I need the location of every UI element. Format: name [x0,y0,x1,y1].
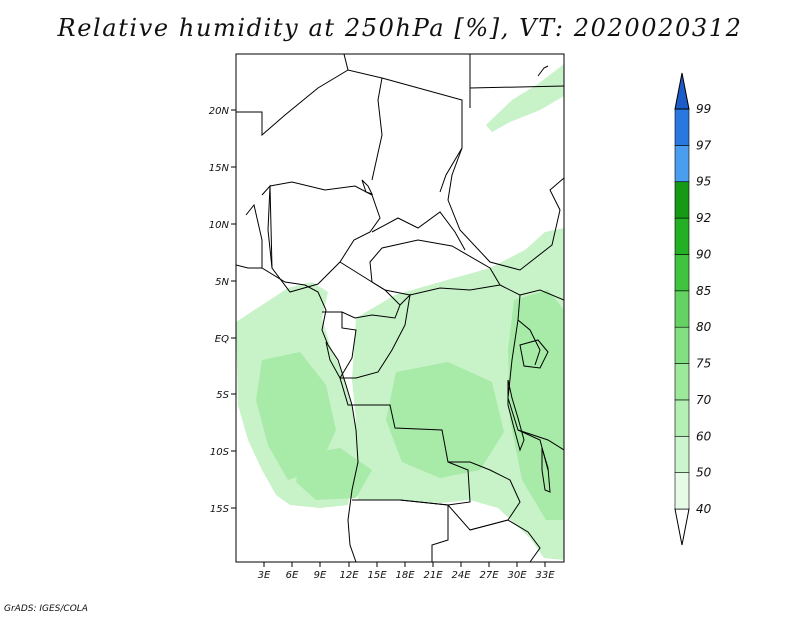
colorbar-level-label: 75 [696,357,711,371]
colorbar-level-label: 92 [696,211,711,225]
latitude-ticks: 20N 15N 10N 5N EQ 5S 10S 15S [209,106,236,515]
colorbar-band [674,181,690,219]
border-algeria-libya [343,54,349,71]
colorbar-band [674,326,690,364]
border-nigeria [267,181,381,293]
colorbar-band [674,254,690,292]
longitude-ticks: 3E 6E 9E 12E 15E 18E 21E 24E 27E 30E 33E [258,562,555,581]
border-tanzania [517,429,564,451]
lon-tick-label: 18E [395,570,415,581]
border-drc-east [499,284,549,471]
lat-tick-label: 15N [209,163,230,174]
colorbar-lower-triangle [674,508,690,546]
lon-tick-label: 3E [258,570,271,581]
lon-tick-label: 6E [286,570,299,581]
lat-tick-label: 15S [210,504,230,515]
colorbar-level-label: 40 [696,502,712,516]
lon-tick-label: 30E [507,570,527,581]
border-gabon-congo [322,311,357,379]
colorbar: 40 50 60 70 75 80 85 90 92 95 97 99 [674,72,712,546]
humidity-shading [236,64,564,560]
border-namibia-botswana [352,499,449,562]
border-benin [261,184,273,269]
colorbar-level-label: 85 [696,284,711,298]
lat-tick-label: EQ [215,334,229,345]
colorbar-level-label: 70 [696,393,712,407]
colorbar-level-label: 97 [696,138,712,152]
coastline [236,65,551,562]
lat-tick-label: 10N [209,220,230,231]
map-title: Relative humidity at 250hPa [%], VT: 202… [57,14,743,42]
lake-malawi [541,447,551,493]
humidity-region-north [486,64,564,132]
lat-tick-label: 5N [215,277,229,288]
country-borders [236,54,564,562]
lat-tick-label: 20N [209,106,230,117]
humidity-core-2 [386,362,504,478]
lat-tick-label: 10S [210,447,230,458]
colorbar-band [674,399,690,437]
border-congo-drc [340,293,411,379]
colorbar-band [674,363,690,401]
colorbar-band [674,435,690,473]
border-egypt-sudan [469,85,564,89]
lon-tick-label: 27E [479,570,499,581]
colorbar-band [674,472,690,510]
colorbar-level-label: 99 [696,102,711,116]
border-chad-south [371,211,466,251]
colorbar-band [674,217,690,255]
lon-tick-label: 15E [367,570,387,581]
lake-tanganyika [507,379,525,452]
colorbar-level-label: 80 [696,320,712,334]
lon-tick-label: 21E [423,570,443,581]
border-zimbabwe [469,519,541,562]
lat-tick-label: 5S [216,390,229,401]
lon-tick-label: 33E [535,570,555,581]
border-sudan-ethiopia [447,147,564,271]
lon-tick-label: 9E [314,570,327,581]
lake-chad [361,179,373,195]
humidity-core-1 [256,352,336,480]
humidity-core-3 [508,290,564,520]
colorbar-level-label: 90 [696,247,712,261]
red-sea-coast [537,65,549,77]
colorbar-level-label: 95 [696,175,711,189]
plot-frame [235,53,565,563]
border-niger-chad [381,77,463,193]
colorbar-level-label: 60 [696,429,712,443]
coastline-west-africa [236,264,359,562]
colorbar-band [674,290,690,328]
border-uganda-rwanda [517,319,541,366]
border-ghana-togo [245,203,263,268]
border-cameroon [322,261,401,319]
lon-tick-label: 12E [339,570,359,581]
border-kenya [519,289,564,301]
lake-victoria [519,339,549,369]
colorbar-band [674,108,690,146]
colorbar-level-label: 50 [696,466,712,480]
border-algeria-mali-niger [236,69,383,181]
credit-text: GrADS: IGES/COLA [4,604,88,614]
colorbar-band [674,145,690,183]
colorbar-upper-triangle [674,72,690,110]
lon-tick-label: 24E [451,570,471,581]
